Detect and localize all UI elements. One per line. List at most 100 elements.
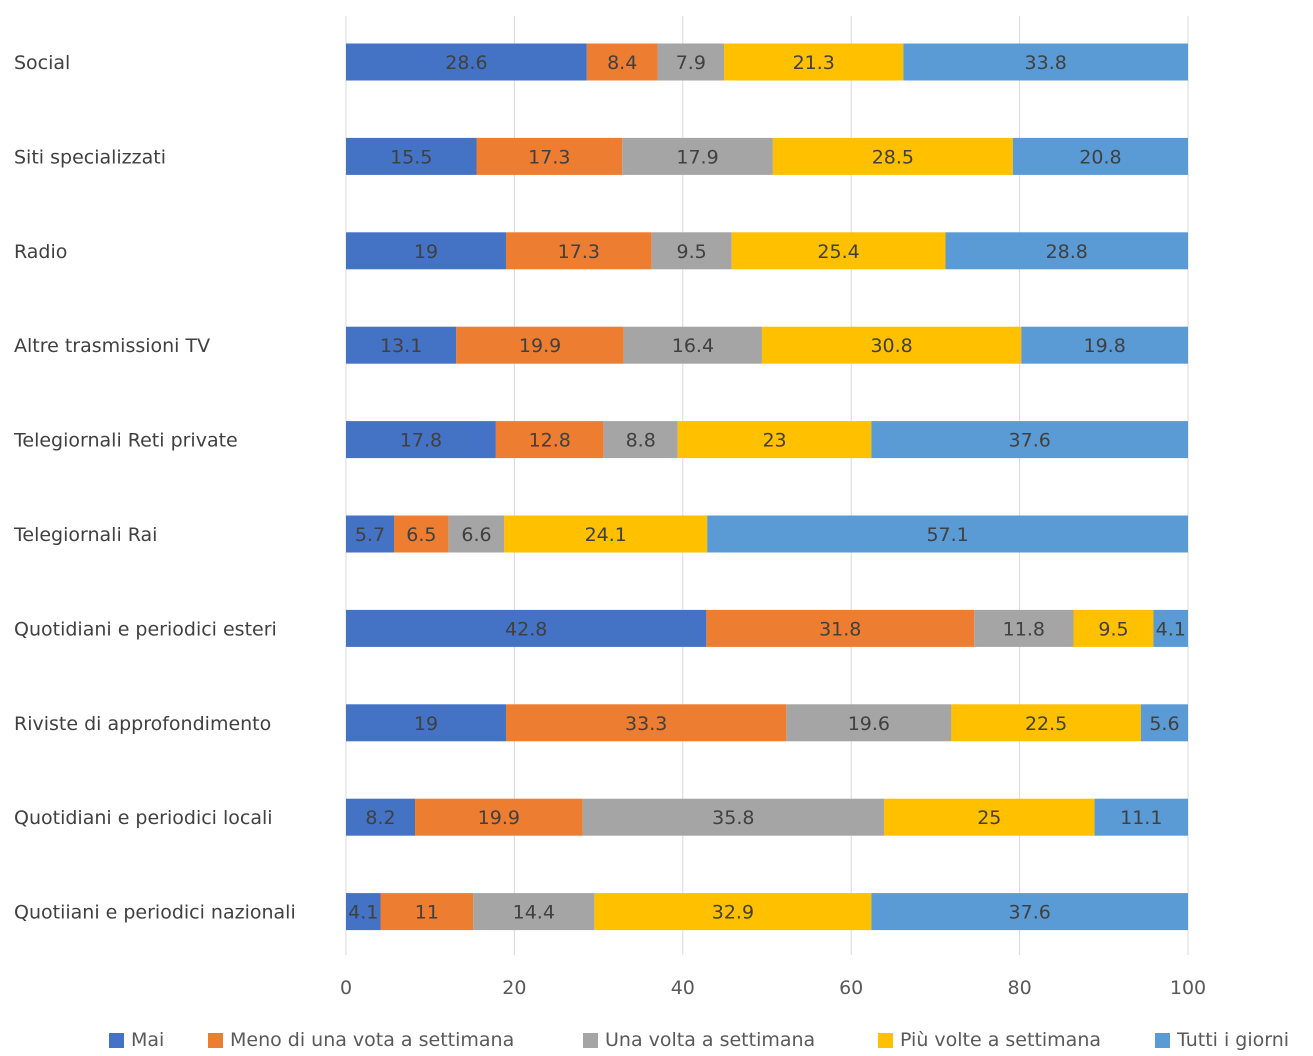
- bar-segment: [505, 232, 652, 270]
- bar-segment: [724, 43, 904, 81]
- x-axis-tick-labels: 0 20 40 60 80 100: [340, 977, 1206, 999]
- legend-label: Mai: [131, 1029, 164, 1051]
- data-label: 5.7: [355, 524, 385, 546]
- data-label: 35.8: [712, 807, 754, 829]
- bar-segment: [393, 515, 449, 553]
- bar-segment: [903, 43, 1188, 81]
- x-tick-label: 80: [1008, 977, 1032, 999]
- category-label: Quotidiani e periodici locali: [14, 807, 273, 829]
- data-label: 17.3: [558, 241, 600, 263]
- bar-segment: [945, 232, 1188, 270]
- data-label: 30.8: [870, 335, 912, 357]
- bar-segment: [346, 326, 457, 364]
- data-label: 25: [977, 807, 1001, 829]
- data-label: 14.4: [513, 902, 555, 924]
- data-label: 24.1: [585, 524, 627, 546]
- data-label: 7.9: [676, 52, 706, 74]
- category-label: Riviste di approfondimento: [14, 713, 271, 735]
- bar-segment: [657, 43, 725, 81]
- data-label: 23: [762, 430, 786, 452]
- data-label: 22.5: [1025, 713, 1067, 735]
- data-label: 21.3: [793, 52, 835, 74]
- data-label: 28.8: [1046, 241, 1088, 263]
- bar-segment: [346, 43, 587, 81]
- data-label: 33.3: [625, 713, 667, 735]
- bar-segment: [346, 704, 506, 742]
- legend-swatch: [208, 1033, 223, 1048]
- legend-label: Tutti i giorni: [1176, 1029, 1289, 1051]
- bar-segment: [582, 798, 885, 836]
- data-label: 8.2: [365, 807, 395, 829]
- bar-segment: [473, 893, 595, 931]
- bar-segment: [871, 421, 1188, 459]
- x-tick-label: 100: [1170, 977, 1206, 999]
- legend-swatch: [878, 1033, 893, 1048]
- x-tick-label: 60: [839, 977, 863, 999]
- bar-segment: [1073, 609, 1154, 647]
- legend-label: Meno di una vota a settimana: [230, 1029, 514, 1051]
- bar-segment: [951, 704, 1141, 742]
- bar-segment: [761, 326, 1022, 364]
- data-label: 8.8: [626, 430, 656, 452]
- data-label: 32.9: [712, 902, 754, 924]
- data-label: 6.6: [461, 524, 491, 546]
- data-label: 11.1: [1120, 807, 1162, 829]
- bar-segment: [456, 326, 624, 364]
- data-label: 19.9: [478, 807, 520, 829]
- bar-segment: [346, 609, 707, 647]
- data-label: 11: [415, 902, 439, 924]
- data-label: 4.1: [348, 902, 378, 924]
- bar-segment: [1012, 137, 1188, 175]
- bar-segment: [871, 893, 1188, 931]
- bar-segment: [1021, 326, 1188, 364]
- category-label: Telegiornali Reti private: [13, 430, 238, 452]
- bars: 28.6 8.4 7.9 21.3 33.8 15.5 17.3 17.9 28.5 20.8 19…: [346, 43, 1188, 931]
- bar-segment: [346, 232, 506, 270]
- bar-segment: [974, 609, 1074, 647]
- data-label: 33.8: [1025, 52, 1067, 74]
- bar-segment: [677, 421, 872, 459]
- data-label: 42.8: [505, 618, 547, 640]
- bar-segment: [622, 137, 773, 175]
- bar-segment: [495, 421, 604, 459]
- data-label: 15.5: [390, 146, 432, 168]
- data-label: 17.3: [528, 146, 570, 168]
- legend-swatch: [1155, 1033, 1170, 1048]
- bar-segment: [707, 515, 1188, 553]
- bar-segment: [786, 704, 952, 742]
- data-label: 37.6: [1009, 430, 1051, 452]
- bar-segment: [772, 137, 1013, 175]
- data-label: 9.5: [677, 241, 707, 263]
- bar-segment: [603, 421, 678, 459]
- data-label: 6.5: [406, 524, 436, 546]
- data-label: 19.6: [848, 713, 890, 735]
- bar-segment: [448, 515, 505, 553]
- data-label: 16.4: [672, 335, 714, 357]
- data-label: 57.1: [926, 524, 968, 546]
- category-label: Siti specializzati: [14, 146, 166, 168]
- legend-swatch: [583, 1033, 598, 1048]
- data-label: 5.6: [1149, 713, 1179, 735]
- data-label: 28.6: [445, 52, 487, 74]
- bar-segment: [1140, 704, 1188, 742]
- data-label: 20.8: [1079, 146, 1121, 168]
- bar-segment: [476, 137, 623, 175]
- data-label: 28.5: [872, 146, 914, 168]
- bar-segment: [504, 515, 708, 553]
- category-label: Altre trasmissioni TV: [14, 335, 210, 357]
- data-label: 8.4: [607, 52, 637, 74]
- bar-segment: [346, 798, 416, 836]
- bar-segment: [731, 232, 946, 270]
- data-label: 31.8: [819, 618, 861, 640]
- data-label: 19.9: [519, 335, 561, 357]
- bar-segment: [651, 232, 732, 270]
- data-label: 19: [414, 713, 438, 735]
- category-label: Quotidiani e periodici esteri: [14, 618, 277, 640]
- bar-segment: [346, 137, 477, 175]
- data-label: 12.8: [529, 430, 571, 452]
- data-label: 4.1: [1156, 618, 1186, 640]
- data-label: 11.8: [1003, 618, 1045, 640]
- data-label: 19: [414, 241, 438, 263]
